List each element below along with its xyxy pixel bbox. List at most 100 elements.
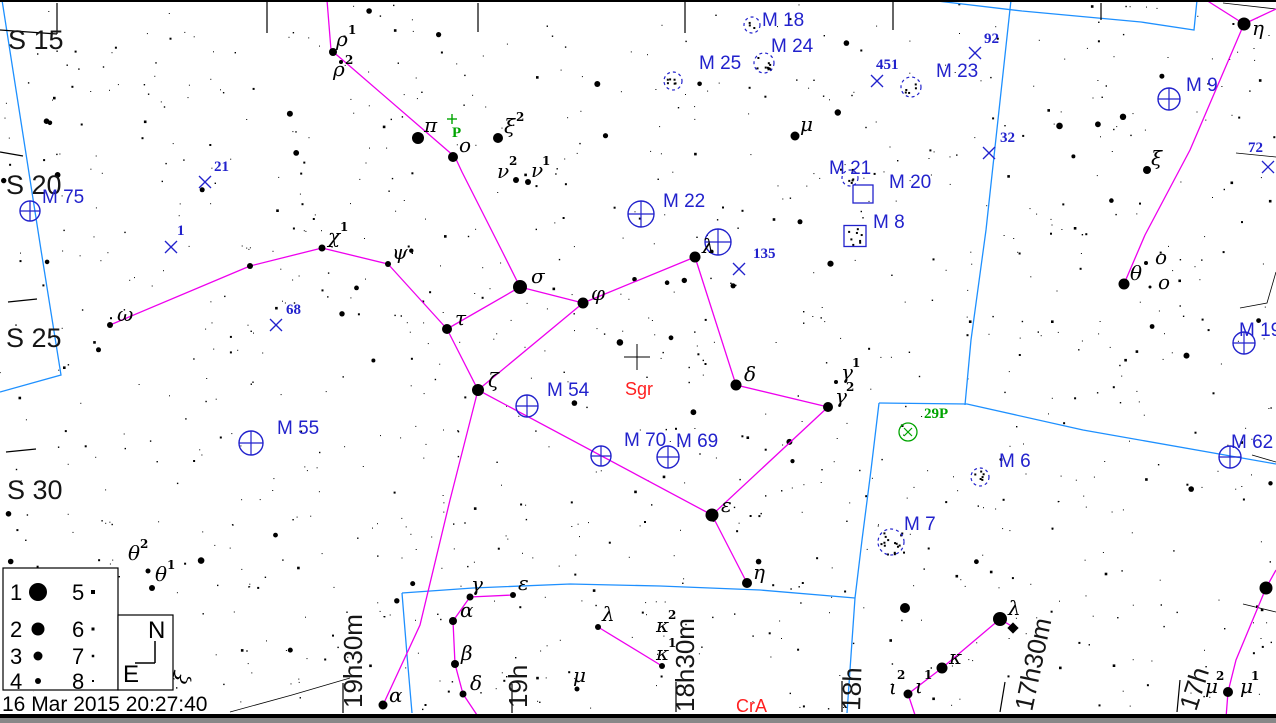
- deep-sky-label[interactable]: M 75: [42, 187, 84, 208]
- deep-sky-label[interactable]: 135: [753, 246, 776, 262]
- star[interactable]: [385, 261, 391, 267]
- deep-sky-label[interactable]: M 22: [663, 191, 705, 212]
- open-cluster-symbol[interactable]: [970, 467, 990, 487]
- deep-sky-label[interactable]: M 6: [999, 451, 1031, 472]
- open-cluster-symbol[interactable]: [841, 169, 859, 187]
- open-cluster-symbol[interactable]: [877, 528, 905, 556]
- star[interactable]: [466, 593, 474, 601]
- deep-sky-label[interactable]: 451: [876, 57, 899, 73]
- open-cluster-symbol[interactable]: [900, 76, 922, 98]
- star[interactable]: [705, 508, 719, 522]
- deep-sky-label[interactable]: 92: [984, 31, 999, 47]
- faint-star: [1204, 649, 1205, 651]
- star[interactable]: [513, 280, 527, 294]
- faint-star: [193, 358, 195, 360]
- deep-sky-label[interactable]: 21: [214, 159, 229, 175]
- deep-sky-label[interactable]: 72: [1248, 140, 1263, 156]
- deep-sky-label[interactable]: 32: [1000, 130, 1015, 146]
- nebula-symbol[interactable]: [852, 184, 874, 204]
- faint-star: [384, 616, 386, 618]
- deep-sky-label[interactable]: M 25: [699, 53, 741, 74]
- star[interactable]: [318, 244, 326, 252]
- star[interactable]: [659, 663, 665, 669]
- star[interactable]: [595, 624, 601, 630]
- faint-star: [1078, 349, 1080, 351]
- star[interactable]: [459, 690, 467, 698]
- field-star: [594, 81, 601, 87]
- open-cluster-symbol[interactable]: [753, 52, 775, 74]
- star[interactable]: [574, 686, 580, 692]
- star[interactable]: [900, 603, 910, 613]
- star[interactable]: [790, 131, 800, 141]
- deep-sky-label[interactable]: 1: [177, 223, 185, 239]
- open-cluster-symbol[interactable]: [663, 71, 683, 91]
- comet-symbol[interactable]: [898, 422, 918, 442]
- star[interactable]: [329, 48, 337, 56]
- deep-sky-label[interactable]: M 8: [873, 212, 905, 233]
- deep-sky-label[interactable]: P: [452, 125, 461, 141]
- deep-sky-label[interactable]: M 54: [547, 380, 590, 401]
- constellation-line: [477, 302, 584, 391]
- star[interactable]: [378, 700, 388, 710]
- deep-sky-label[interactable]: M 55: [277, 418, 319, 439]
- faint-star: [730, 282, 732, 284]
- faint-star: [90, 168, 92, 170]
- deep-sky-label[interactable]: M 62: [1231, 432, 1273, 453]
- deep-sky-label[interactable]: M 18: [762, 10, 804, 31]
- faint-star: [1090, 5, 1094, 8]
- star[interactable]: [145, 568, 151, 574]
- deep-sky-label[interactable]: 68: [286, 302, 301, 318]
- star[interactable]: [472, 384, 484, 396]
- star[interactable]: [149, 585, 155, 591]
- faint-star: [63, 229, 65, 232]
- star[interactable]: [823, 402, 833, 412]
- deep-sky-label[interactable]: M 24: [771, 36, 814, 57]
- star[interactable]: [339, 60, 343, 64]
- deep-sky-label[interactable]: M 69: [676, 431, 718, 452]
- star[interactable]: [513, 177, 519, 183]
- open-cluster-symbol[interactable]: [743, 16, 761, 34]
- star[interactable]: [1143, 166, 1151, 174]
- star[interactable]: [1118, 278, 1130, 290]
- deep-sky-label[interactable]: M 20: [889, 172, 931, 193]
- deep-sky-label[interactable]: M 7: [904, 514, 936, 535]
- star[interactable]: [1144, 261, 1148, 265]
- star[interactable]: [730, 379, 742, 391]
- faint-star: [603, 333, 606, 335]
- star[interactable]: [412, 132, 424, 144]
- star[interactable]: [449, 617, 457, 625]
- star[interactable]: [689, 251, 701, 263]
- deep-sky-label[interactable]: M 9: [1186, 75, 1218, 96]
- deep-sky-label[interactable]: M 19: [1239, 320, 1276, 341]
- star[interactable]: [834, 380, 838, 384]
- star[interactable]: [1259, 581, 1273, 595]
- star[interactable]: [903, 689, 913, 699]
- star[interactable]: [1223, 687, 1233, 697]
- star[interactable]: [1237, 17, 1251, 31]
- star[interactable]: [510, 592, 516, 598]
- deep-sky-label[interactable]: M 21: [829, 158, 871, 179]
- faint-star: [295, 131, 297, 133]
- star[interactable]: [493, 133, 503, 143]
- star[interactable]: [451, 660, 459, 668]
- faint-star: [412, 30, 414, 32]
- faint-star: [1011, 577, 1014, 580]
- star[interactable]: [448, 152, 458, 162]
- deep-sky-label[interactable]: M 70: [624, 430, 666, 451]
- cluster-member-star: [852, 178, 855, 181]
- star[interactable]: [247, 263, 253, 269]
- star[interactable]: [1148, 285, 1152, 289]
- nebula-symbol[interactable]: [843, 224, 867, 248]
- star[interactable]: [525, 179, 531, 185]
- star[interactable]: [936, 662, 948, 674]
- star[interactable]: [442, 324, 452, 334]
- star[interactable]: [107, 322, 113, 328]
- star-label: π: [423, 113, 438, 137]
- star[interactable]: [742, 578, 752, 588]
- deep-sky-label[interactable]: M 23: [936, 61, 978, 82]
- faint-star: [95, 207, 97, 209]
- star[interactable]: [993, 612, 1007, 626]
- deep-sky-label[interactable]: 29P: [924, 406, 948, 422]
- star[interactable]: [577, 297, 589, 309]
